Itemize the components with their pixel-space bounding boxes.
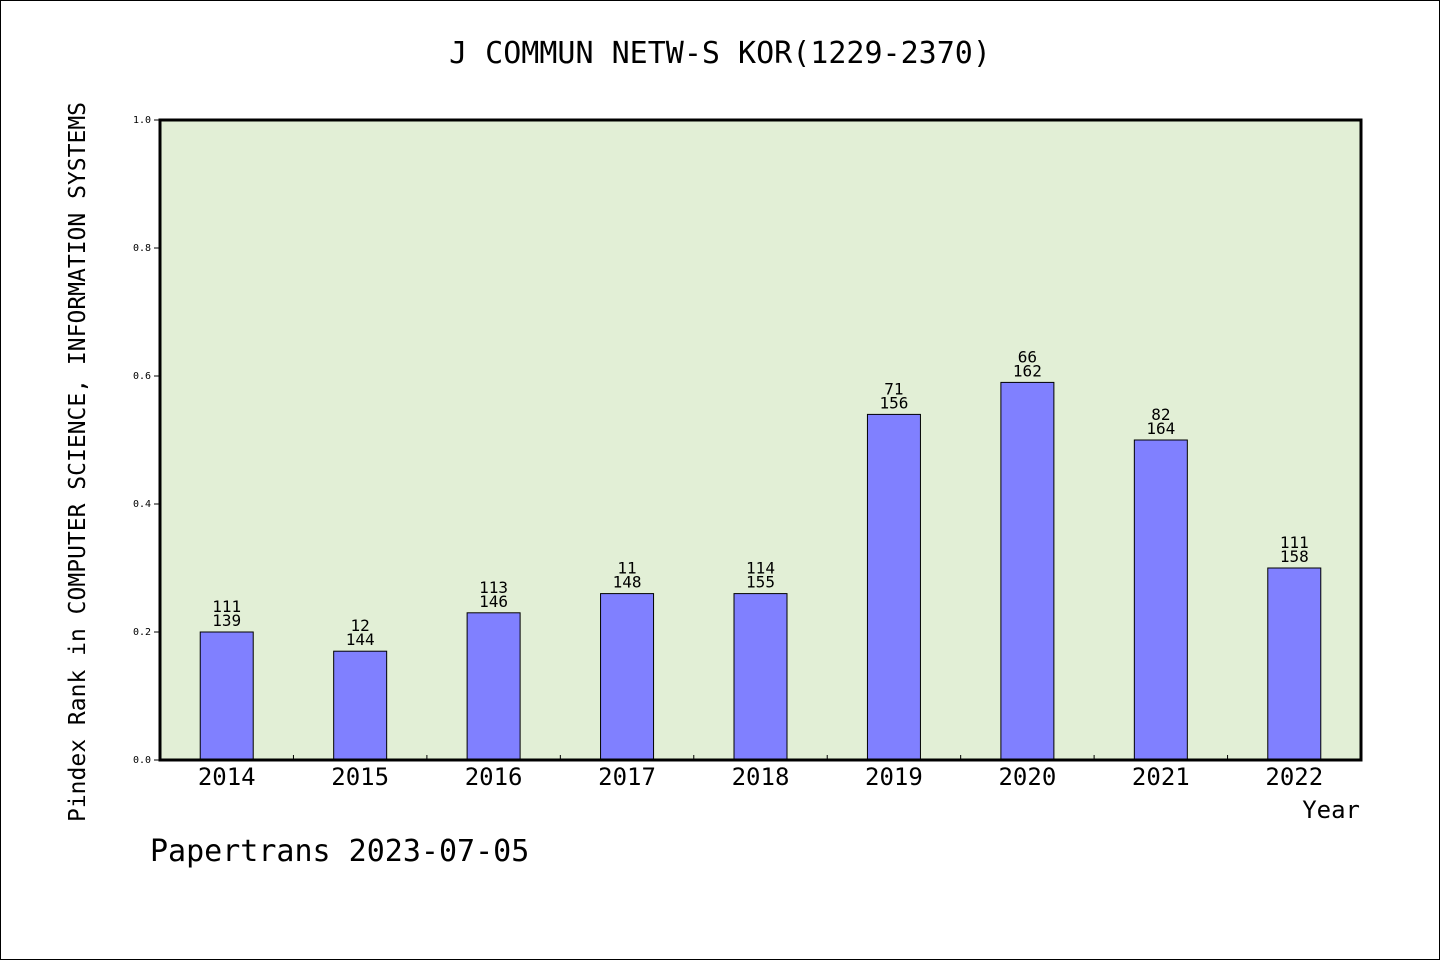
bar-label-top-2019: 71 <box>884 379 903 398</box>
bar-label-top-2021: 82 <box>1151 405 1170 424</box>
y-tick-label: 1.0 <box>133 115 151 126</box>
bar-label-bottom-2022: 158 <box>1280 547 1309 566</box>
y-tick-label: 0.8 <box>133 243 151 254</box>
bar-label-top-2015: 12 <box>351 616 370 635</box>
x-tick-label-2014: 2014 <box>198 763 256 791</box>
bar-2017 <box>600 593 655 761</box>
bar-label-top-2014: 111 <box>212 597 241 616</box>
bar-2022 <box>1267 567 1322 761</box>
y-tick-label: 0.4 <box>133 499 151 510</box>
bar-label-top-2018: 114 <box>746 559 775 578</box>
bar-label-bottom-2021: 164 <box>1146 419 1175 438</box>
bar-2014 <box>199 631 254 761</box>
x-tick-label-2019: 2019 <box>865 763 923 791</box>
bar-2016 <box>466 612 521 761</box>
x-tick-label-2022: 2022 <box>1265 763 1323 791</box>
bar-label-bottom-2017: 148 <box>613 573 642 592</box>
x-axis-label: Year <box>1302 796 1360 824</box>
y-tick-label: 0.6 <box>133 371 151 382</box>
bar-label-bottom-2018: 155 <box>746 573 775 592</box>
bar-label-top-2020: 66 <box>1018 347 1037 366</box>
bar-2020 <box>1000 381 1055 761</box>
bar-label-top-2022: 111 <box>1280 533 1309 552</box>
x-tick-label-2016: 2016 <box>465 763 523 791</box>
bar-2015 <box>333 650 388 761</box>
chart-title: J COMMUN NETW-S KOR(1229-2370) <box>449 36 991 71</box>
bar-label-bottom-2019: 156 <box>879 393 908 412</box>
y-tick-label: 0.0 <box>133 755 151 766</box>
bar-2019 <box>866 413 921 761</box>
bar-2021 <box>1133 439 1188 761</box>
x-tick-label-2020: 2020 <box>998 763 1056 791</box>
bar-label-bottom-2015: 144 <box>346 630 375 649</box>
y-tick-label: 0.2 <box>133 627 151 638</box>
bar-2018 <box>733 593 788 761</box>
x-tick-label-2017: 2017 <box>598 763 656 791</box>
x-tick-label-2021: 2021 <box>1132 763 1190 791</box>
bar-label-top-2017: 11 <box>617 559 636 578</box>
bar-label-bottom-2014: 139 <box>212 611 241 630</box>
x-tick-label-2018: 2018 <box>732 763 790 791</box>
x-tick-label-2015: 2015 <box>331 763 389 791</box>
bar-label-bottom-2016: 146 <box>479 592 508 611</box>
bar-label-top-2016: 113 <box>479 578 508 597</box>
bar-label-bottom-2020: 162 <box>1013 361 1042 380</box>
footer-source-date: Papertrans 2023-07-05 <box>150 834 530 869</box>
plot-border <box>158 118 1363 762</box>
y-axis-label: Pindex Rank in COMPUTER SCIENCE, INFORMA… <box>65 101 91 823</box>
